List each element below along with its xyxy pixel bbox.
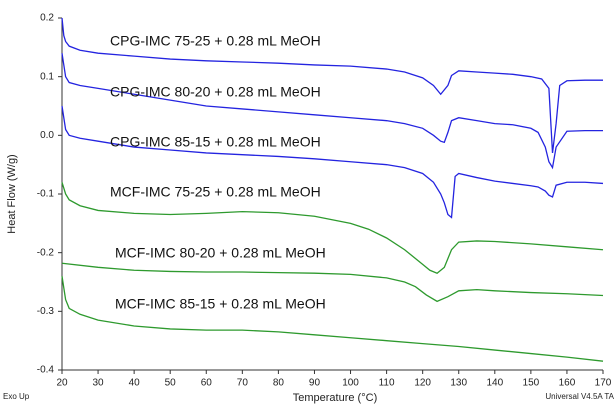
series-label: CPG-IMC 75-25 + 0.28 mL MeOH [110,33,321,49]
x-tick-label: 100 [342,378,359,389]
x-tick-label: 60 [201,378,213,389]
x-axis-label: Temperature (°C) [293,392,377,404]
corner-note: Exo Up [3,392,30,401]
x-tick-label: 140 [486,378,503,389]
x-tick-label: 20 [56,378,68,389]
y-axis-label: Heat Flow (W/g) [6,154,18,233]
y-tick-label: 0.0 [40,130,54,141]
x-tick-label: 110 [379,378,395,389]
x-tick-label: 30 [93,378,105,389]
corner-note: Universal V4.5A TA [545,392,614,401]
x-tick-label: 70 [237,378,249,389]
series-line [61,105,604,219]
y-tick-label: -0.1 [37,189,55,200]
y-tick-label: 0.1 [40,71,54,82]
series-line [61,262,604,303]
x-tick-label: 120 [414,378,431,389]
y-tick-label: 0.2 [40,13,54,24]
series-label: MCF-IMC 85-15 + 0.28 mL MeOH [115,296,326,312]
x-tick-label: 160 [559,378,576,389]
x-tick-label: 40 [129,378,141,389]
series-label: MCF-IMC 75-25 + 0.28 mL MeOH [110,184,321,200]
y-tick-label: -0.4 [37,365,55,376]
series-label: CPG-IMC 85-15 + 0.28 mL MeOH [110,134,321,150]
x-tick-label: 170 [595,378,612,389]
x-tick-label: 80 [273,378,285,389]
series-line [61,276,604,362]
y-tick-label: -0.2 [37,247,55,258]
y-tick-label: -0.3 [37,306,55,317]
series-label: CPG-IMC 80-20 + 0.28 mL MeOH [110,84,321,100]
series-label: MCF-IMC 80-20 + 0.28 mL MeOH [115,245,326,261]
series-line [61,53,603,170]
series-line [61,17,603,154]
x-tick-label: 130 [450,378,467,389]
x-tick-label: 50 [165,378,177,389]
series-line [61,182,604,274]
x-tick-label: 150 [523,378,540,389]
x-tick-label: 90 [309,378,321,389]
